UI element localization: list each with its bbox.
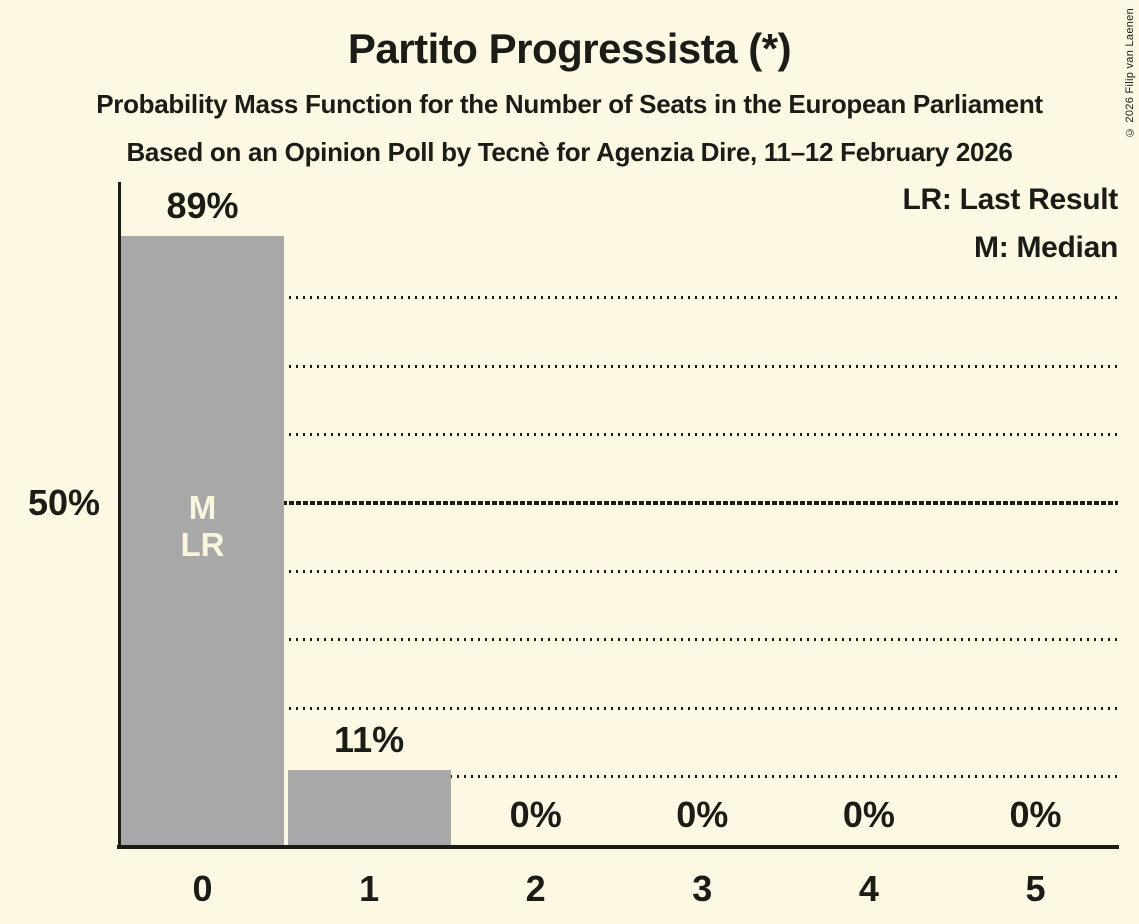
gridline-50pct (121, 501, 1118, 505)
value-label-seats-1: 11% (334, 718, 405, 760)
gridline-70pct (121, 364, 1118, 368)
gridline-10pct (121, 775, 1118, 779)
value-label-seats-2: 0% (509, 794, 562, 835)
gridline-60pct (121, 433, 1118, 437)
legend-last-result: LR: Last Result (902, 183, 1118, 216)
x-axis-label-2: 2 (525, 868, 546, 909)
chart-title: Partito Progressista (*) (347, 25, 792, 72)
value-label-seats-5: 0% (1009, 794, 1062, 835)
bar-seats-0 (121, 236, 284, 845)
chart-subtitle: Probability Mass Function for the Number… (96, 89, 1043, 119)
bar-seats-1 (287, 769, 451, 845)
gridline-40pct (121, 569, 1118, 573)
y-axis-tick-label: 50% (27, 482, 100, 523)
chart-source-line: Based on an Opinion Poll by Tecnè for Ag… (126, 137, 1013, 167)
x-axis-label-1: 1 (359, 868, 380, 909)
x-axis-line (117, 845, 1119, 849)
x-axis-label-0: 0 (192, 868, 213, 909)
value-label-seats-4: 0% (842, 794, 895, 835)
value-label-seats-3: 0% (676, 794, 729, 835)
gridline-80pct (121, 296, 1118, 300)
gridline-30pct (121, 638, 1118, 642)
x-axis-label-4: 4 (858, 868, 879, 909)
y-axis-line (118, 182, 121, 849)
median-last-result-markers: M LR (123, 489, 283, 563)
legend-median: M: Median (974, 231, 1118, 264)
x-axis-label-5: 5 (1025, 868, 1046, 909)
last-result-marker: LR (180, 526, 225, 563)
x-axis-label-3: 3 (692, 868, 713, 909)
median-marker: M (188, 489, 217, 526)
value-label-seats-0: 89% (166, 185, 239, 227)
gridline-20pct (121, 706, 1118, 710)
